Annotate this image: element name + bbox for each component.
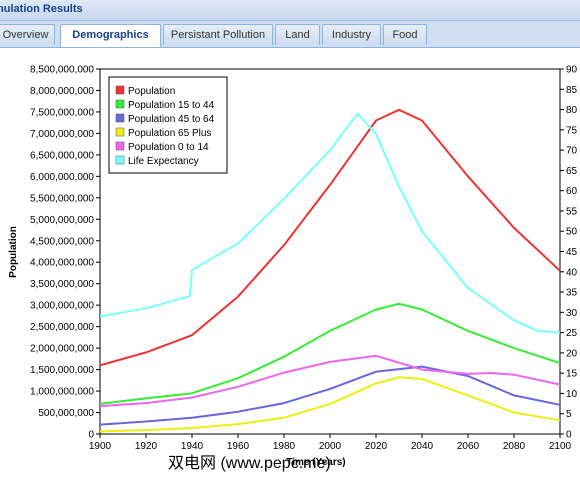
y2-tick-label: 50 [566, 227, 578, 238]
window-title: mulation Results [0, 3, 83, 15]
y2-tick-label: 0 [566, 430, 572, 441]
y-tick-label: 3,000,000,000 [30, 301, 94, 312]
window-titlebar: mulation Results [0, 0, 580, 21]
legend-swatch [115, 155, 125, 165]
y-tick-label: 1,500,000,000 [30, 365, 94, 376]
x-tick-label: 1980 [273, 441, 296, 452]
y2-tick-label: 90 [566, 65, 578, 76]
legend-swatch [115, 141, 125, 151]
y-tick-label: 0 [88, 430, 94, 441]
legend-label: Life Expectancy [128, 156, 199, 167]
y-tick-label: 8,500,000,000 [30, 65, 94, 76]
series-line-population [99, 108, 561, 367]
y2-tick-label: 25 [566, 328, 578, 339]
y-tick-label: 4,000,000,000 [30, 258, 94, 269]
y-tick-label: 500,000,000 [38, 408, 94, 419]
x-tick-label: 2060 [457, 441, 480, 452]
legend-swatch [115, 113, 125, 123]
y-axis-left: 0 500,000,000 1,000,000,000 1,500,000,000 2,… [30, 65, 100, 441]
x-tick-label: 2080 [503, 441, 526, 452]
x-tick-label: 2040 [411, 441, 434, 452]
legend-swatch [115, 99, 125, 109]
y-axis-title: Population [8, 226, 19, 278]
tab-strip: Overview Demographics Persistant Polluti… [0, 21, 580, 48]
y2-tick-label: 30 [566, 308, 578, 319]
y2-tick-label: 60 [566, 186, 578, 197]
series-line-life-expectancy [99, 112, 561, 334]
y-tick-label: 2,500,000,000 [30, 322, 94, 333]
y-axis-right: 0 5 10 15 20 25 30 35 40 45 50 55 60 65 70 75 80 85 90 [560, 65, 578, 441]
x-tick-label: 1920 [135, 441, 158, 452]
tab-demographics[interactable]: Demographics [60, 24, 161, 47]
tab-persistant-pollution[interactable]: Persistant Pollution [163, 24, 273, 45]
x-axis-title: Time (Years) [286, 457, 345, 468]
legend-box [108, 76, 228, 174]
series-lines [99, 108, 561, 433]
x-tick-label: 2000 [319, 441, 342, 452]
y2-tick-label: 40 [566, 267, 578, 278]
y2-tick-label: 75 [566, 125, 578, 136]
y2-tick-label: 70 [566, 146, 578, 157]
y2-tick-label: 15 [566, 369, 578, 380]
y2-tick-label: 55 [566, 206, 578, 217]
legend: Population Population 15 to 44 Population … [108, 76, 228, 174]
series-line-population-45-to-64 [99, 365, 561, 426]
y-tick-label: 1,000,000,000 [30, 387, 94, 398]
y2-tick-label: 10 [566, 389, 578, 400]
y-tick-label: 4,500,000,000 [30, 236, 94, 247]
tab-overview[interactable]: Overview [0, 24, 55, 45]
x-tick-label: 2100 [549, 441, 572, 452]
series-line-population-65-plus [99, 376, 561, 433]
tab-land[interactable]: Land [275, 24, 320, 45]
tab-food[interactable]: Food [383, 24, 427, 45]
legend-label: Population 45 to 64 [128, 114, 215, 125]
x-axis: 1900 1920 1940 1960 1980 2000 2020 2040 2060 2080… [89, 434, 572, 452]
legend-label: Population 0 to 14 [128, 142, 209, 153]
y2-tick-label: 45 [566, 247, 578, 258]
demographics-chart: 0 500,000,000 1,000,000,000 1,500,000,000 2,… [8, 65, 578, 473]
x-tick-label: 1960 [227, 441, 250, 452]
y-tick-label: 5,500,000,000 [30, 193, 94, 204]
y2-tick-label: 85 [566, 85, 578, 96]
y-tick-label: 2,000,000,000 [30, 344, 94, 355]
y2-tick-label: 35 [566, 288, 578, 299]
x-tick-label: 1900 [89, 441, 112, 452]
series-line-population-0-to-14 [99, 354, 561, 408]
y-tick-label: 5,000,000,000 [30, 215, 94, 226]
y-tick-label: 6,000,000,000 [30, 172, 94, 183]
y-tick-label: 7,000,000,000 [30, 129, 94, 140]
legend-label: Population 65 Plus [128, 128, 211, 139]
y-tick-label: 7,500,000,000 [30, 107, 94, 118]
legend-label: Population 15 to 44 [128, 100, 215, 111]
y-tick-label: 3,500,000,000 [30, 279, 94, 290]
series-line-population-15-to-44 [99, 302, 561, 405]
y2-tick-label: 20 [566, 348, 578, 359]
y2-tick-label: 65 [566, 166, 578, 177]
y2-tick-label: 5 [566, 409, 572, 420]
y2-tick-label: 80 [566, 105, 578, 116]
x-tick-label: 2020 [365, 441, 388, 452]
watermark: 双电网 (www.pepc.me) [168, 454, 331, 472]
y-tick-label: 8,000,000,000 [30, 86, 94, 97]
tab-industry[interactable]: Industry [322, 24, 381, 45]
legend-label: Population [128, 86, 175, 97]
legend-swatch [115, 127, 125, 137]
y-tick-label: 6,500,000,000 [30, 150, 94, 161]
legend-swatch [115, 85, 125, 95]
x-tick-label: 1940 [181, 441, 204, 452]
